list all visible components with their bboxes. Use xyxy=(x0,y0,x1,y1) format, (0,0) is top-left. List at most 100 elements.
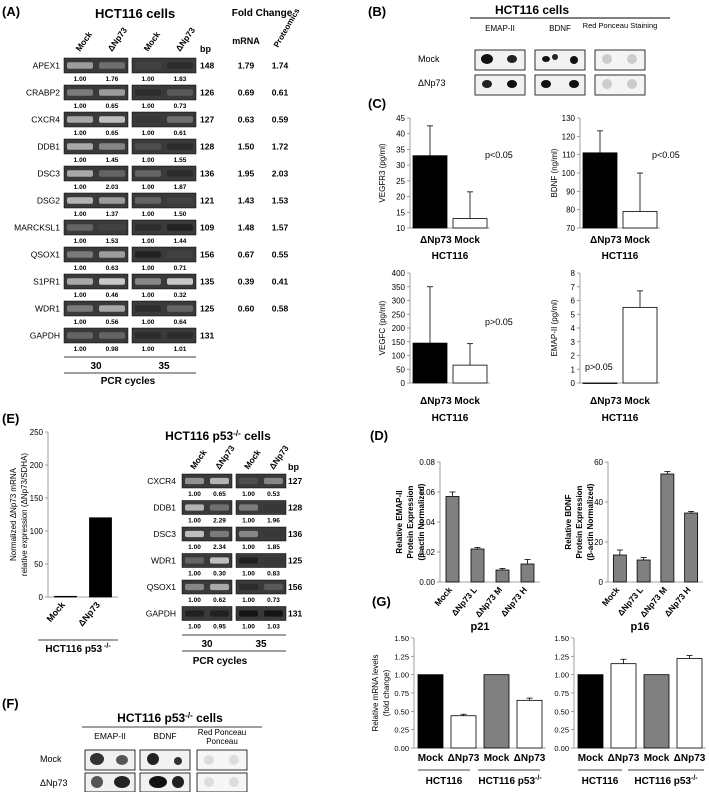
e-quant: 0.83 xyxy=(267,571,280,578)
panel-a-pcr-label: PCR cycles xyxy=(101,376,156,387)
C1-y-tick-label: 25 xyxy=(396,177,405,186)
a-quant: 0.32 xyxy=(174,292,187,299)
E1-category-1: ΔNp73 xyxy=(76,600,102,628)
a-bp-APEX1: 148 xyxy=(200,61,214,71)
C3-y-tick-label: 400 xyxy=(392,269,406,278)
a-lane-label-0: Mock xyxy=(73,29,94,53)
D1-y-tick-label: 0.00 xyxy=(419,578,435,587)
a-gel-block xyxy=(131,165,197,182)
e-band xyxy=(264,583,283,591)
E1-y-tick-label: 200 xyxy=(30,461,44,470)
G2-y-tick-label: 0.25 xyxy=(554,726,569,735)
e-lane-label-0: Mock xyxy=(188,447,209,471)
D1-bar-1 xyxy=(470,548,485,583)
panel-b-col-emap: EMAP-II xyxy=(485,24,515,33)
a-band xyxy=(99,89,125,96)
C4-y-tick-label: 4 xyxy=(571,324,576,333)
a-quant: 1.00 xyxy=(142,211,155,218)
G2-y-tick-label: 0.00 xyxy=(554,744,569,753)
a-bp-QSOX1: 156 xyxy=(200,250,214,260)
G1-bar-2 xyxy=(483,674,510,749)
e-gel-block xyxy=(235,473,287,489)
C3-y-tick-label: 200 xyxy=(392,324,406,333)
panel-c-label: (C) xyxy=(368,96,386,111)
e-band xyxy=(239,477,258,485)
a-gel-block xyxy=(131,111,197,128)
panel-e-pcr-label: PCR cycles xyxy=(193,656,248,667)
a-band xyxy=(67,305,93,312)
e-quant: 1.00 xyxy=(242,518,255,525)
panel-f-col-ponceau: Red Ponceau xyxy=(198,728,246,737)
C4-y-tick-label: 0 xyxy=(571,379,576,388)
E1-y-tick-label: 100 xyxy=(30,527,44,536)
panel-f-row-dnp73: ΔNp73 xyxy=(40,778,68,788)
e-band xyxy=(210,610,229,617)
e-band xyxy=(185,477,204,485)
a-band xyxy=(135,332,161,339)
a-band xyxy=(67,224,93,231)
e-gel-block xyxy=(181,553,233,568)
e-band xyxy=(264,557,283,564)
e-gene-DDB1: DDB1 xyxy=(153,503,176,513)
e-gel-block xyxy=(235,606,287,621)
e-band xyxy=(185,583,204,591)
a-prot-WDR1: 0.58 xyxy=(272,304,289,314)
a-quant: 1.00 xyxy=(142,292,155,299)
D1-bar-2 xyxy=(495,569,510,583)
a-gel-block xyxy=(131,219,197,236)
G1-y-tick-label: 1.50 xyxy=(394,634,409,643)
C4-bar-1 xyxy=(622,306,658,384)
a-quant: 1.01 xyxy=(174,346,187,353)
G2-bar-0 xyxy=(577,674,604,749)
D2-y-label-2: (β-actin Normalized) xyxy=(586,483,595,560)
e-quant: 0.62 xyxy=(213,597,226,604)
c4-xlabels: ΔNp73 Mock xyxy=(590,396,650,407)
D1-y-tick-label: 0.04 xyxy=(419,518,435,527)
a-lane-label-2: Mock xyxy=(141,29,162,53)
panel-b-title: HCT116 cells xyxy=(495,3,569,17)
a-gel-block xyxy=(63,165,129,182)
a-gene-WDR1: WDR1 xyxy=(35,304,60,314)
e-band xyxy=(210,583,229,591)
a-cycle-30: 30 xyxy=(90,361,102,372)
e-band xyxy=(239,583,258,591)
a-quant: 1.83 xyxy=(174,76,187,83)
a-quant: 0.46 xyxy=(106,292,119,299)
a-cycle-35: 35 xyxy=(158,361,170,372)
e-quant: 0.73 xyxy=(267,597,280,604)
a-gel-block xyxy=(131,192,197,209)
panel-e-title: HCT116 p53-/- cells xyxy=(165,429,271,443)
a-mrna-S1PR1: 0.39 xyxy=(238,277,255,287)
D2-bar-3 xyxy=(684,512,699,583)
a-band xyxy=(167,224,193,231)
D1-category-3: ΔNp73 H xyxy=(499,585,529,619)
G2-title: p16 xyxy=(631,621,650,633)
a-gene-DSG2: DSG2 xyxy=(37,196,60,206)
a-gel-block xyxy=(63,300,129,317)
D2-y-tick-label: 0 xyxy=(599,578,604,587)
C4-y-tick-label: 5 xyxy=(571,310,576,319)
a-bp-DSG2: 121 xyxy=(200,196,214,206)
e-band xyxy=(210,530,229,538)
C1-annotation: p<0.05 xyxy=(485,150,513,160)
e-cycle-30: 30 xyxy=(201,639,213,650)
panel-a-label: (A) xyxy=(2,4,20,19)
a-band xyxy=(67,197,93,204)
e-band xyxy=(185,504,204,511)
c3-xlabels: ΔNp73 Mock xyxy=(420,396,480,407)
C1-bar-1 xyxy=(452,218,488,229)
e-bp-QSOX1: 156 xyxy=(288,582,302,592)
panel-b-row-mock: Mock xyxy=(418,54,440,64)
fold-change-heading: Fold Change xyxy=(232,8,293,19)
a-band xyxy=(167,197,193,204)
a-quant: 1.00 xyxy=(74,238,87,245)
e-quant: 2.29 xyxy=(213,518,226,525)
panel-f-label: (F) xyxy=(2,696,19,711)
e-band xyxy=(239,557,258,564)
a-quant: 1.00 xyxy=(74,211,87,218)
e-lane-label-1: ΔNp73 xyxy=(213,443,237,471)
a-prot-APEX1: 1.74 xyxy=(272,61,289,71)
a-band xyxy=(99,197,125,204)
panel-d-label: (D) xyxy=(370,428,388,443)
